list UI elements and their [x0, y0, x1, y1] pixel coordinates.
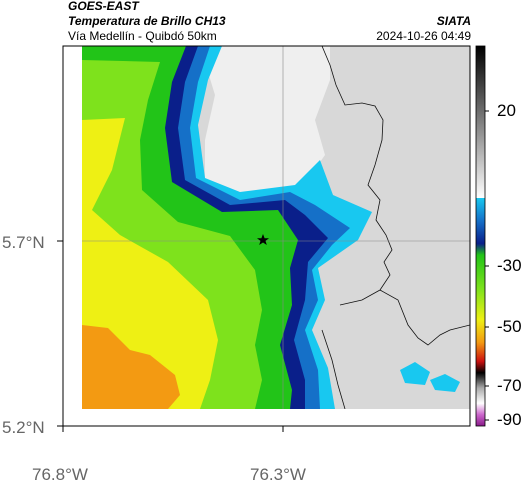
y-tick-label: 5.2°N	[2, 418, 45, 437]
clear-sky-area	[200, 46, 330, 195]
map-frame	[62, 45, 471, 427]
border-line	[379, 289, 470, 346]
colorbar-tick-label: -50	[497, 317, 522, 336]
coastline	[321, 46, 393, 291]
colorbar-tick-label: -70	[497, 376, 522, 395]
border-line	[339, 289, 381, 306]
cyan-cloud-patch	[400, 362, 430, 385]
org-label: SIATA	[436, 14, 471, 28]
x-tick-label: 76.3°W	[250, 465, 306, 484]
colorbar-tick-label: 20	[497, 101, 516, 120]
orange-cloud-area	[82, 325, 180, 409]
brightness-temperature-map	[82, 46, 470, 409]
cyan-cloud-patch	[430, 374, 460, 392]
colorbar	[475, 45, 486, 427]
colorbar-tick-label: -90	[497, 410, 522, 429]
border-line	[321, 329, 346, 409]
colorbar-tick-label: -30	[497, 256, 522, 275]
satellite-title: GOES-EAST	[68, 0, 139, 13]
region-subtitle: Vía Medellín - Quibdó 50km	[68, 29, 217, 43]
product-title: Temperatura de Brillo CH13	[68, 14, 226, 28]
y-tick-label: 5.7°N	[2, 233, 45, 252]
datetime-label: 2024-10-26 04:49	[376, 29, 471, 43]
x-tick-label: 76.8°W	[32, 465, 88, 484]
star-icon	[257, 234, 269, 245]
